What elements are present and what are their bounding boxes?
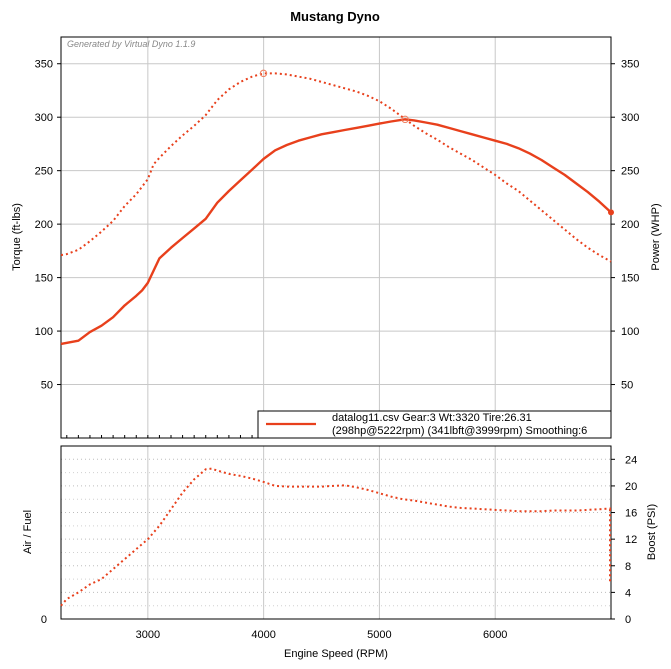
power-tick-label: 250: [621, 166, 639, 178]
torque-tick-label: 100: [35, 326, 53, 338]
power-tick-label: 150: [621, 273, 639, 285]
top-plot-grid: [61, 37, 612, 438]
power-peak-marker: [401, 115, 409, 124]
boost-axis-label: Boost (PSI): [646, 504, 658, 560]
airfuel-axis-label: Air / Fuel: [22, 510, 34, 554]
torque-tick-label: 300: [35, 112, 53, 124]
legend-box: [257, 410, 612, 439]
rpm-axis-label: Engine Speed (RPM): [284, 648, 388, 660]
legend: datalog11.csv Gear:3 Wt:3320 Tire:26.31 …: [257, 410, 612, 439]
power-axis-ticks: 50 100 150 200 250 300 350: [611, 59, 639, 392]
boost-tick-label: 12: [625, 534, 637, 546]
boost-tick-label: 8: [625, 561, 631, 573]
power-tick-label: 200: [621, 219, 639, 231]
rpm-tick-label: 5000: [367, 629, 391, 641]
power-tick-label: 350: [621, 59, 639, 71]
boost-tick-label: 16: [625, 508, 637, 520]
bottom-plot-frame: [60, 445, 612, 620]
power-tick-label: 50: [621, 380, 633, 392]
torque-line: [60, 72, 612, 263]
airfuel-axis-ticks: 0: [41, 614, 47, 626]
torque-peak-marker: [259, 69, 268, 78]
torque-tick-label: 200: [35, 219, 53, 231]
torque-axis-label: Torque (ft-lbs): [11, 203, 23, 271]
bottom-plot-grid: [61, 446, 611, 620]
torque-axis-ticks: 50 100 150 200 250 300 350: [35, 59, 61, 392]
torque-tick-label: 150: [35, 273, 53, 285]
rpm-tick-label: 6000: [483, 629, 507, 641]
chart-title: Mustang Dyno: [290, 9, 380, 24]
boost-axis-ticks: 0 4 8 12 16 20 24: [611, 454, 637, 626]
power-tick-label: 300: [621, 112, 639, 124]
boost-tick-label: 0: [625, 614, 631, 626]
boost-tick-label: 4: [625, 587, 631, 599]
torque-tick-label: 350: [35, 59, 53, 71]
rpm-axis-ticks: 3000 4000 5000 6000: [136, 629, 508, 641]
power-end-marker: [608, 209, 614, 216]
legend-line-1: datalog11.csv Gear:3 Wt:3320 Tire:26.31: [332, 412, 532, 424]
power-tick-label: 100: [621, 326, 639, 338]
power-line: [60, 118, 612, 346]
airfuel-tick-label: 0: [41, 614, 47, 626]
top-series-group: [60, 69, 614, 346]
torque-tick-label: 250: [35, 166, 53, 178]
torque-tick-label: 50: [41, 380, 53, 392]
power-axis-label: Power (WHP): [650, 203, 662, 270]
bottom-series-group: [60, 467, 612, 607]
boost-line: [60, 467, 612, 607]
boost-tick-label: 20: [625, 481, 637, 493]
rpm-tick-label: 4000: [251, 629, 275, 641]
rpm-tick-label: 3000: [136, 629, 160, 641]
watermark: Generated by Virtual Dyno 1.1.9: [67, 39, 195, 49]
legend-line-2: (298hp@5222rpm) (341lbft@3999rpm) Smooth…: [332, 425, 587, 437]
top-plot-frame: [60, 36, 612, 439]
boost-tick-label: 24: [625, 454, 637, 466]
